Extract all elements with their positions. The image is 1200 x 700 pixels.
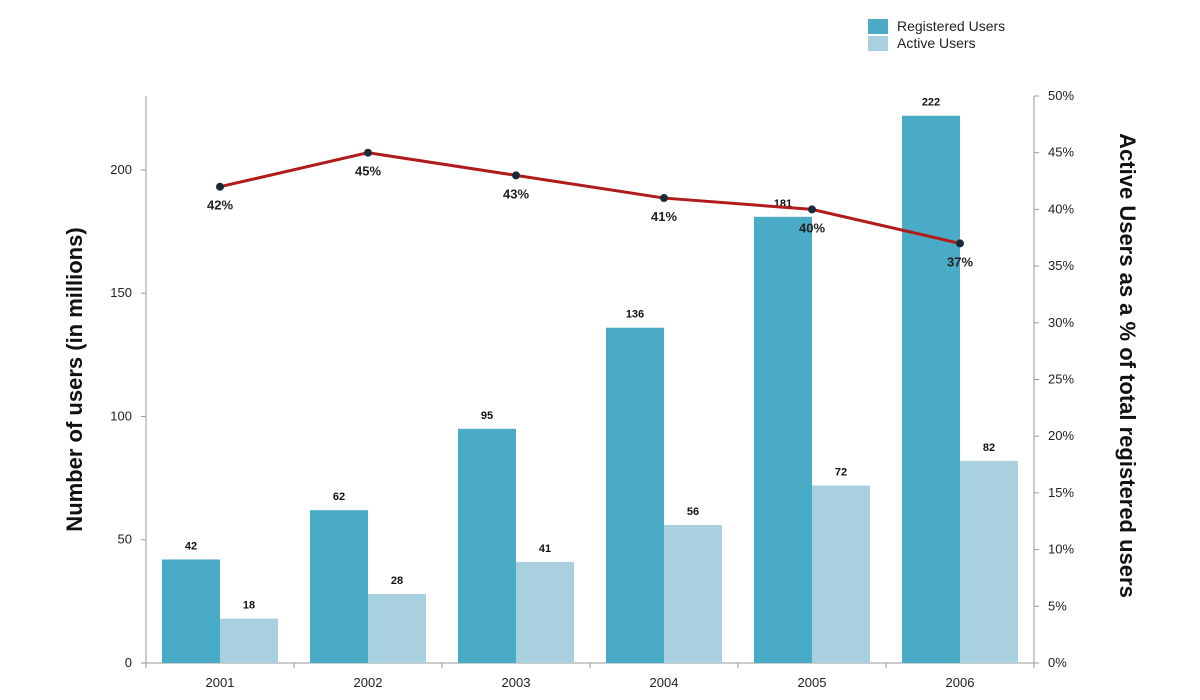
bar-registered-users (162, 559, 220, 663)
bar-value-label: 95 (481, 410, 493, 422)
y2-tick-label: 25% (1048, 372, 1074, 387)
y-tick-label: 0 (125, 655, 132, 670)
line-value-label: 42% (207, 198, 233, 213)
bar-value-label: 28 (391, 575, 403, 587)
y2-tick-label: 35% (1048, 258, 1074, 273)
legend-label: Active Users (897, 35, 976, 51)
line-point (217, 183, 224, 190)
line-point (809, 206, 816, 213)
line-point (513, 172, 520, 179)
y2-tick-label: 20% (1048, 428, 1074, 443)
legend-label: Registered Users (897, 18, 1005, 34)
bar-active-users (368, 594, 426, 663)
bar-value-label: 82 (983, 442, 995, 454)
y2-tick-label: 40% (1048, 201, 1074, 216)
bar-value-label: 56 (687, 506, 699, 518)
bar-active-users (960, 461, 1018, 663)
bar-value-label: 136 (626, 309, 644, 321)
y2-tick-label: 0% (1048, 655, 1067, 670)
y2-tick-label: 30% (1048, 315, 1074, 330)
chart-svg: 0 50 100 150 200 0% 5% 10% 15% 20% 25% 30% 35% 40% 45%… (0, 0, 1200, 700)
y-axis-title: Number of users (in millions) (62, 227, 87, 531)
bar-value-label: 222 (922, 97, 940, 109)
y2-tick-label: 10% (1048, 542, 1074, 557)
line-value-label: 45% (355, 164, 381, 179)
bar-active-users (812, 486, 870, 663)
chart: 0 50 100 150 200 0% 5% 10% 15% 20% 25% 30% 35% 40% 45%… (0, 0, 1200, 700)
legend-swatch-active-users (868, 36, 888, 51)
line-value-label: 37% (947, 254, 973, 269)
y2-axis-title: Active Users as a % of total registered … (1115, 133, 1140, 598)
bar-registered-users (458, 429, 516, 663)
x-tick-label: 2004 (650, 675, 679, 690)
y2-tick-label: 50% (1048, 88, 1074, 103)
x-tick-label: 2001 (206, 675, 235, 690)
bar-value-label: 41 (539, 543, 551, 555)
line-value-label: 43% (503, 186, 529, 201)
line-value-label: 40% (799, 220, 825, 235)
x-tick-label: 2005 (798, 675, 827, 690)
y2-tick-label: 15% (1048, 485, 1074, 500)
bar-value-label: 62 (333, 491, 345, 503)
y-tick-label: 50 (118, 532, 132, 547)
line-active-percentage (220, 153, 960, 244)
bar-registered-users (310, 510, 368, 663)
bar-active-users (664, 525, 722, 663)
x-tick-label: 2003 (502, 675, 531, 690)
y2-tick-label: 45% (1048, 145, 1074, 160)
bar-value-label: 42 (185, 540, 197, 552)
legend-swatch-registered-users (868, 19, 888, 34)
bar-value-label: 72 (835, 467, 847, 479)
bar-value-label: 18 (243, 600, 255, 612)
bar-active-users (220, 619, 278, 663)
line-point (365, 149, 372, 156)
x-tick-label: 2002 (354, 675, 383, 690)
line-point (957, 240, 964, 247)
y-tick-label: 100 (110, 408, 132, 423)
line-point (661, 195, 668, 202)
bar-registered-users (754, 217, 812, 663)
bar-registered-users (606, 328, 664, 663)
line-value-label: 41% (651, 209, 677, 224)
y-tick-label: 150 (110, 285, 132, 300)
x-tick-label: 2006 (946, 675, 975, 690)
bar-registered-users (902, 116, 960, 663)
y2-tick-label: 5% (1048, 598, 1067, 613)
y-tick-label: 200 (110, 162, 132, 177)
bar-active-users (516, 562, 574, 663)
